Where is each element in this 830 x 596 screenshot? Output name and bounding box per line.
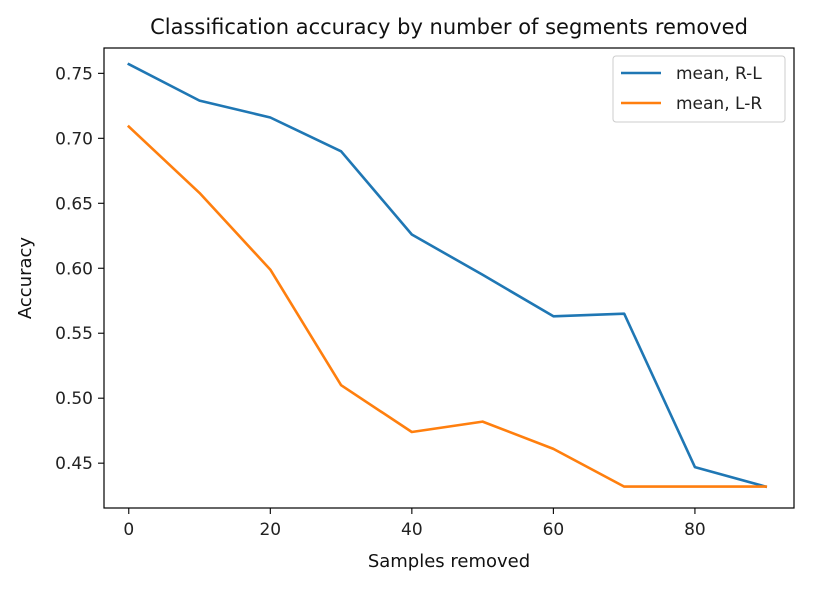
series-line-0 xyxy=(127,62,768,489)
x-tick-label: 80 xyxy=(684,520,706,540)
plot-area xyxy=(126,62,768,489)
x-axis-label: Samples removed xyxy=(368,551,530,572)
legend-label: mean, L-R xyxy=(676,94,762,114)
x-axis-ticks: 0 20 40 60 80 xyxy=(123,508,706,540)
legend-label: mean, R-L xyxy=(676,64,762,84)
plot-frame xyxy=(103,47,795,509)
y-tick-label: 0.45 xyxy=(55,454,93,474)
y-tick-label: 0.60 xyxy=(55,259,93,279)
chart-title: Classification accuracy by number of seg… xyxy=(150,15,748,39)
x-tick-label: 0 xyxy=(123,520,134,540)
x-tick-label: 40 xyxy=(401,520,423,540)
x-tick-label: 60 xyxy=(543,520,565,540)
x-tick-label: 20 xyxy=(259,520,281,540)
y-tick-label: 0.55 xyxy=(55,324,93,344)
y-tick-label: 0.75 xyxy=(55,64,93,84)
legend: mean, R-L mean, L-R xyxy=(612,55,786,123)
y-tick-label: 0.70 xyxy=(55,129,93,149)
y-axis-ticks: 0.45 0.50 0.55 0.60 0.65 0.70 0.75 xyxy=(55,64,104,474)
series-line-1 xyxy=(126,124,768,488)
y-tick-label: 0.65 xyxy=(55,194,93,214)
y-tick-label: 0.50 xyxy=(55,389,93,409)
y-axis-label: Accuracy xyxy=(15,237,36,320)
